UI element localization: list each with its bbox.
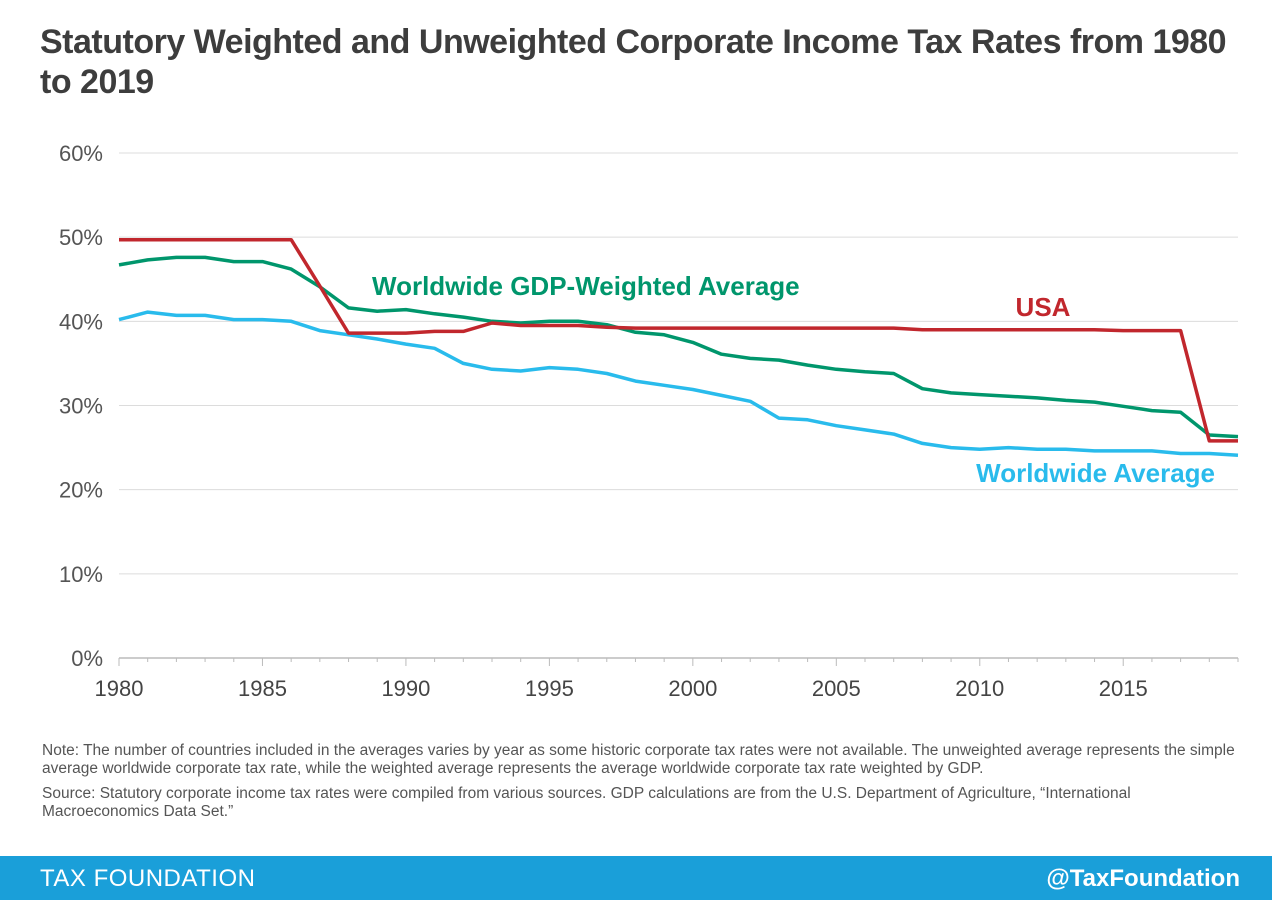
x-tick-label: 2000 [668, 676, 717, 701]
y-tick-label: 20% [59, 478, 103, 503]
x-tick-label: 1995 [525, 676, 574, 701]
chart-notes: Note: The number of countries included i… [42, 742, 1242, 828]
worldwide-average-line [118, 310, 1239, 457]
chart-title: Statutory Weighted and Unweighted Corpor… [40, 23, 1227, 101]
y-tick-label: 40% [59, 309, 103, 334]
series-labels: USA Worldwide GDP-Weighted Average Worldwi… [372, 271, 1215, 488]
source-text: Source: Statutory corporate income tax r… [42, 785, 1131, 820]
x-tick-label: 1990 [381, 676, 430, 701]
gdp-weighted-label: Worldwide GDP-Weighted Average [372, 271, 800, 301]
usa-label: USA [1016, 292, 1071, 322]
x-tick-label: 2010 [955, 676, 1004, 701]
x-tick-label: 1985 [238, 676, 287, 701]
worldwide-average-label: Worldwide Average [976, 458, 1215, 488]
x-tick-label: 1980 [95, 676, 144, 701]
y-tick-label: 60% [59, 141, 103, 166]
footer-handle[interactable]: @TaxFoundation [1046, 865, 1240, 892]
footer-bar: TAX FOUNDATION @TaxFoundation [0, 856, 1272, 900]
y-tick-label: 0% [71, 646, 103, 671]
y-tick-label: 50% [59, 225, 103, 250]
series-lines [118, 237, 1239, 457]
gdp-weighted-line [118, 255, 1239, 439]
x-axis: 1980 1985 1990 1995 2000 2005 2010 2015 [95, 657, 1239, 701]
grid-lines [119, 152, 1238, 575]
y-tick-label: 30% [59, 394, 103, 419]
note-text: Note: The number of countries included i… [42, 742, 1235, 777]
x-tick-label: 2005 [812, 676, 861, 701]
y-tick-label: 10% [59, 562, 103, 587]
line-chart: 0% 10% 20% 30% 40% 50% 60% 1980 1985 1990 1995 200… [59, 141, 1239, 701]
usa-line [119, 237, 1238, 443]
x-tick-label: 2015 [1099, 676, 1148, 701]
footer-brand: TAX FOUNDATION [40, 865, 256, 892]
y-axis-ticks: 0% 10% 20% 30% 40% 50% 60% [59, 141, 103, 671]
